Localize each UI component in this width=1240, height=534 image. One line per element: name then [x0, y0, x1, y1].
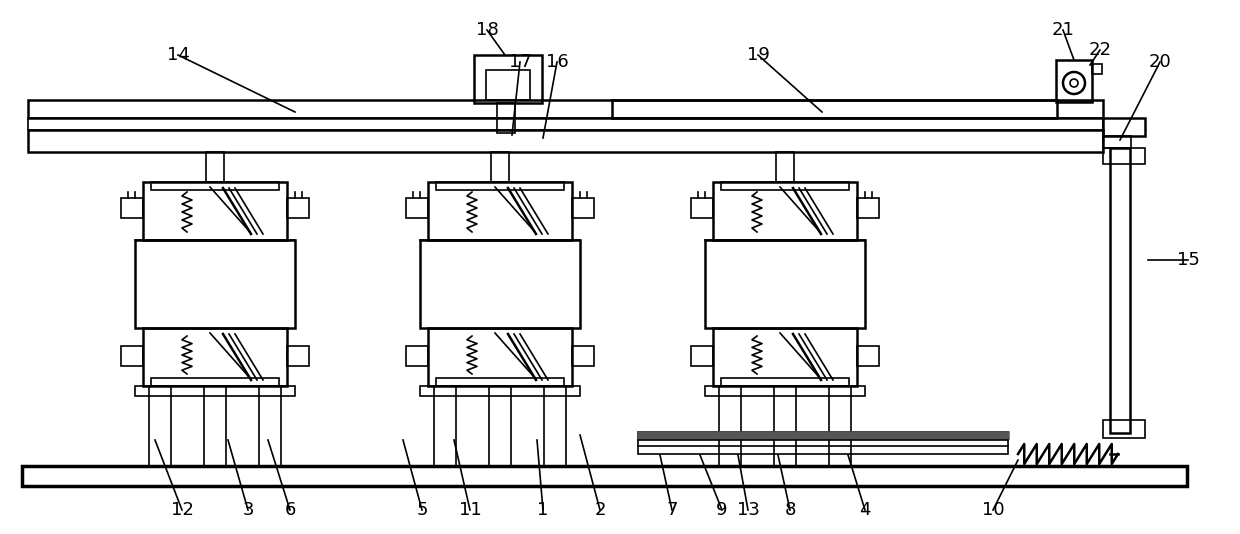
Bar: [405, 346, 428, 366]
Bar: [857, 198, 879, 218]
Bar: [691, 198, 713, 218]
Bar: [830, 386, 851, 466]
Text: 20: 20: [1148, 53, 1172, 71]
Bar: [1110, 148, 1130, 433]
Bar: [1104, 118, 1145, 136]
Bar: [205, 386, 226, 466]
Text: 9: 9: [717, 501, 728, 519]
Text: 21: 21: [1052, 21, 1074, 39]
Bar: [474, 55, 542, 103]
Bar: [143, 328, 286, 386]
Text: 13: 13: [737, 501, 759, 519]
Text: 4: 4: [859, 501, 870, 519]
Text: 1: 1: [537, 501, 548, 519]
Bar: [143, 182, 286, 240]
Bar: [572, 346, 594, 366]
Text: 16: 16: [546, 53, 568, 71]
Bar: [857, 346, 879, 366]
Bar: [613, 100, 1056, 118]
Text: 3: 3: [242, 501, 254, 519]
Bar: [706, 240, 866, 328]
Text: 19: 19: [746, 46, 770, 64]
Text: 11: 11: [459, 501, 481, 519]
Bar: [497, 103, 515, 133]
Bar: [436, 182, 564, 190]
Text: 6: 6: [284, 501, 295, 519]
Text: 7: 7: [666, 501, 678, 519]
Text: 8: 8: [785, 501, 796, 519]
Bar: [135, 386, 295, 396]
Bar: [572, 198, 594, 218]
Bar: [135, 240, 295, 328]
Bar: [149, 386, 171, 466]
Text: 15: 15: [1177, 251, 1199, 269]
Bar: [122, 346, 143, 366]
Bar: [491, 152, 508, 182]
Bar: [691, 346, 713, 366]
Bar: [420, 240, 580, 328]
Bar: [286, 198, 309, 218]
Bar: [1104, 420, 1145, 438]
Bar: [706, 386, 866, 396]
Bar: [720, 182, 849, 190]
Bar: [489, 386, 511, 466]
Bar: [774, 386, 796, 466]
Bar: [151, 378, 279, 386]
Bar: [544, 386, 565, 466]
Bar: [22, 466, 1187, 486]
Bar: [428, 328, 572, 386]
Bar: [1056, 60, 1092, 102]
Bar: [436, 378, 564, 386]
Bar: [639, 432, 1008, 438]
Text: 12: 12: [171, 501, 193, 519]
Bar: [713, 182, 857, 240]
Bar: [776, 152, 794, 182]
Bar: [486, 70, 529, 100]
Bar: [420, 386, 580, 396]
Bar: [1104, 136, 1131, 148]
Text: 17: 17: [508, 53, 532, 71]
Bar: [428, 182, 572, 240]
Text: 18: 18: [476, 21, 498, 39]
Text: 10: 10: [982, 501, 1004, 519]
Text: 14: 14: [166, 46, 190, 64]
Bar: [713, 328, 857, 386]
Bar: [639, 432, 1008, 454]
Bar: [151, 182, 279, 190]
Bar: [29, 130, 1104, 152]
Text: 22: 22: [1089, 41, 1111, 59]
Bar: [1092, 64, 1102, 74]
Bar: [720, 378, 849, 386]
Bar: [206, 152, 224, 182]
Bar: [29, 100, 1104, 118]
Bar: [286, 346, 309, 366]
Bar: [405, 198, 428, 218]
Bar: [259, 386, 281, 466]
Bar: [1104, 148, 1145, 164]
Bar: [719, 386, 742, 466]
Bar: [122, 198, 143, 218]
Text: 5: 5: [417, 501, 428, 519]
Bar: [434, 386, 456, 466]
Text: 2: 2: [594, 501, 606, 519]
Bar: [29, 118, 1104, 130]
